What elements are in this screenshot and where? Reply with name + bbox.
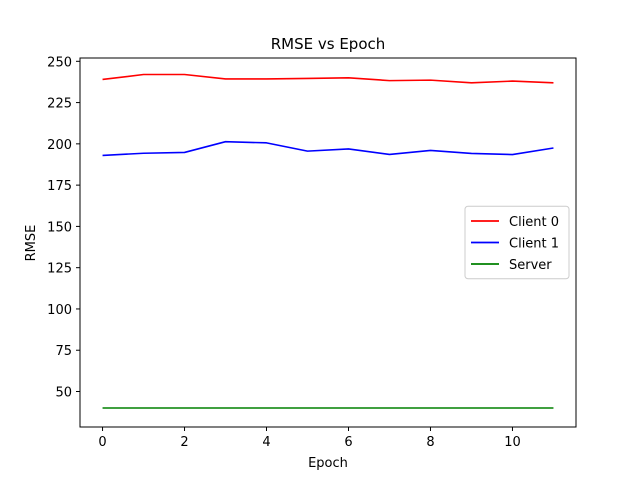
x-tick-label: 6 xyxy=(344,435,352,450)
chart-title: RMSE vs Epoch xyxy=(271,35,386,53)
y-tick-label: 125 xyxy=(47,262,72,277)
y-tick-label: 150 xyxy=(47,220,72,235)
y-axis-title: RMSE xyxy=(24,225,39,262)
x-tick-label: 8 xyxy=(426,435,434,450)
x-tick-label: 0 xyxy=(98,435,106,450)
plot-lines xyxy=(102,73,554,409)
y-tick-label: 250 xyxy=(47,55,72,70)
x-axis-ticks: 0 2 4 6 8 10 xyxy=(98,427,521,450)
y-tick-label: 175 xyxy=(47,179,72,194)
x-tick-label: 10 xyxy=(504,435,521,450)
legend-label-client-1: Client 1 xyxy=(509,237,559,252)
series-line-client-0 xyxy=(102,73,554,84)
x-tick-label: 2 xyxy=(180,435,188,450)
y-tick-label: 200 xyxy=(47,138,72,153)
legend: Client 0 Client 1 Server xyxy=(464,205,570,280)
y-tick-label: 50 xyxy=(55,386,72,401)
y-tick-label: 225 xyxy=(47,97,72,112)
legend-label-client-0: Client 0 xyxy=(509,215,559,230)
y-tick-label: 75 xyxy=(55,344,72,359)
x-axis-title: Epoch xyxy=(308,456,348,471)
legend-box xyxy=(464,205,570,280)
legend-label-server: Server xyxy=(509,258,552,273)
y-tick-label: 100 xyxy=(47,303,72,318)
x-tick-label: 4 xyxy=(262,435,270,450)
y-axis-ticks: 50 75 100 125 150 175 200 225 250 xyxy=(47,55,80,401)
plot-frame xyxy=(79,57,577,428)
series-line-client-1 xyxy=(102,140,554,157)
